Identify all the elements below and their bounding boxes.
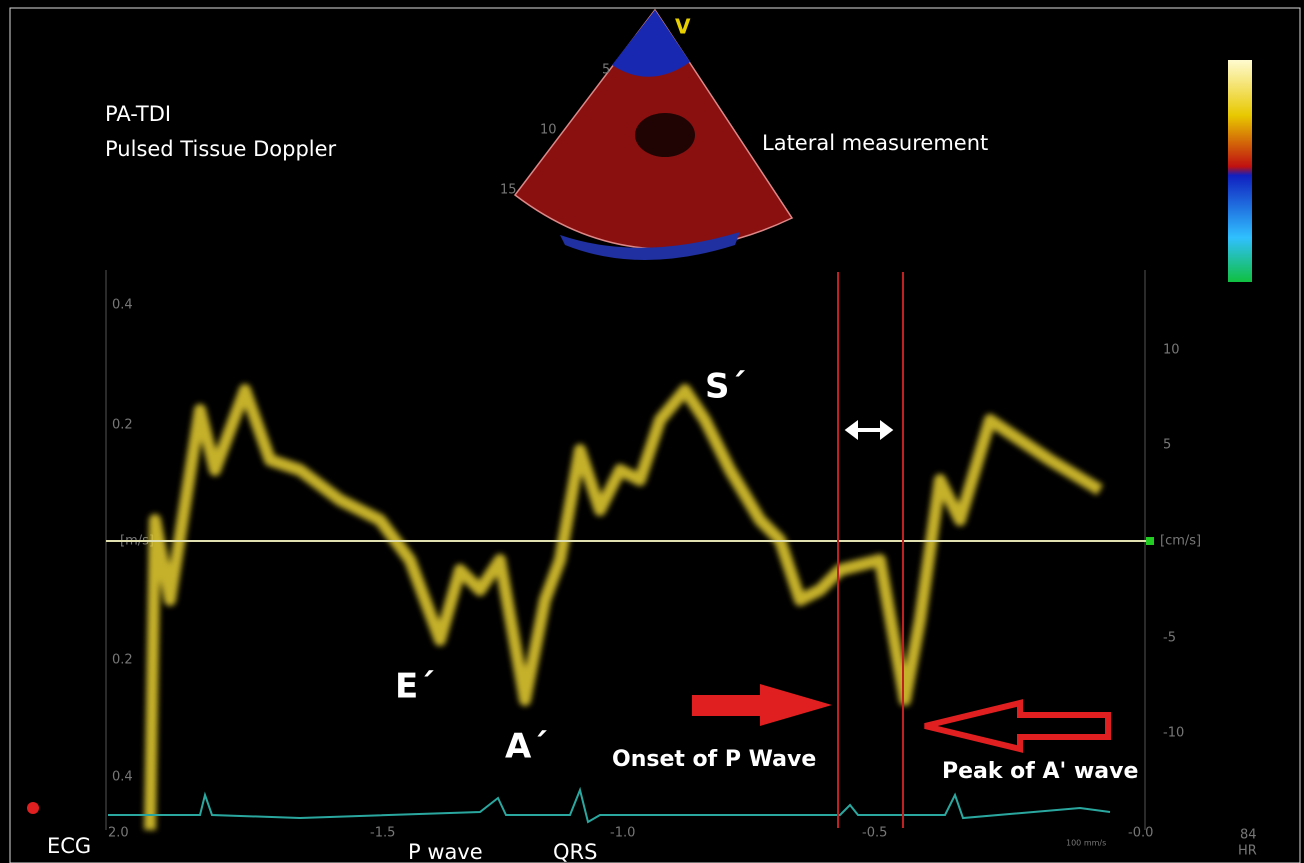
time-axis-label: -1.0 bbox=[610, 826, 635, 841]
mode-label: PA-TDI bbox=[105, 102, 171, 126]
sweep-speed: 100 mm/s bbox=[1066, 839, 1106, 848]
sector-cavity bbox=[635, 113, 695, 157]
a-wave-label: A´ bbox=[505, 727, 548, 767]
p-wave-label: P wave bbox=[408, 840, 483, 863]
ecg-label: ECG bbox=[47, 834, 91, 858]
time-axis-label: -1.5 bbox=[370, 826, 395, 841]
onset-label: Onset of P Wave bbox=[612, 747, 816, 772]
depth-label: 15 bbox=[500, 183, 517, 198]
depth-label: 10 bbox=[540, 123, 557, 138]
time-axis-label: -0.5 bbox=[862, 826, 887, 841]
qrs-label: QRS bbox=[553, 840, 597, 863]
heart-rate-unit: HR bbox=[1238, 844, 1257, 859]
ecg-indicator bbox=[27, 802, 39, 814]
right-axis-label: -5 bbox=[1163, 631, 1176, 646]
depth-label: 5 bbox=[602, 63, 610, 78]
right-axis-label: [cm/s] bbox=[1160, 534, 1201, 549]
time-axis-label: -0.0 bbox=[1128, 826, 1153, 841]
right-axis-label: 5 bbox=[1163, 438, 1171, 453]
e-wave-label: E´ bbox=[395, 667, 435, 707]
color-bar bbox=[1228, 60, 1252, 282]
left-axis-label: 0.2 bbox=[112, 418, 133, 433]
heart-rate: 84 bbox=[1240, 828, 1257, 843]
left-axis-label: 0.4 bbox=[112, 770, 133, 785]
baseline-marker bbox=[1146, 537, 1154, 545]
right-axis-label: 10 bbox=[1163, 343, 1180, 358]
view-label: Lateral measurement bbox=[762, 131, 988, 155]
s-wave-label: S´ bbox=[705, 367, 747, 407]
left-axis-label: 0.4 bbox=[112, 298, 133, 313]
left-axis-label: 0.2 bbox=[112, 653, 133, 668]
probe-marker: V bbox=[675, 15, 691, 39]
right-axis-label: -10 bbox=[1163, 726, 1184, 741]
time-axis-label: 2.0 bbox=[108, 826, 129, 841]
peak-label: Peak of A' wave bbox=[942, 759, 1138, 784]
method-label: Pulsed Tissue Doppler bbox=[105, 137, 337, 161]
ultrasound-screen: 5 10 15 V PA-TDI Pulsed Tissue Doppler L… bbox=[0, 0, 1304, 863]
